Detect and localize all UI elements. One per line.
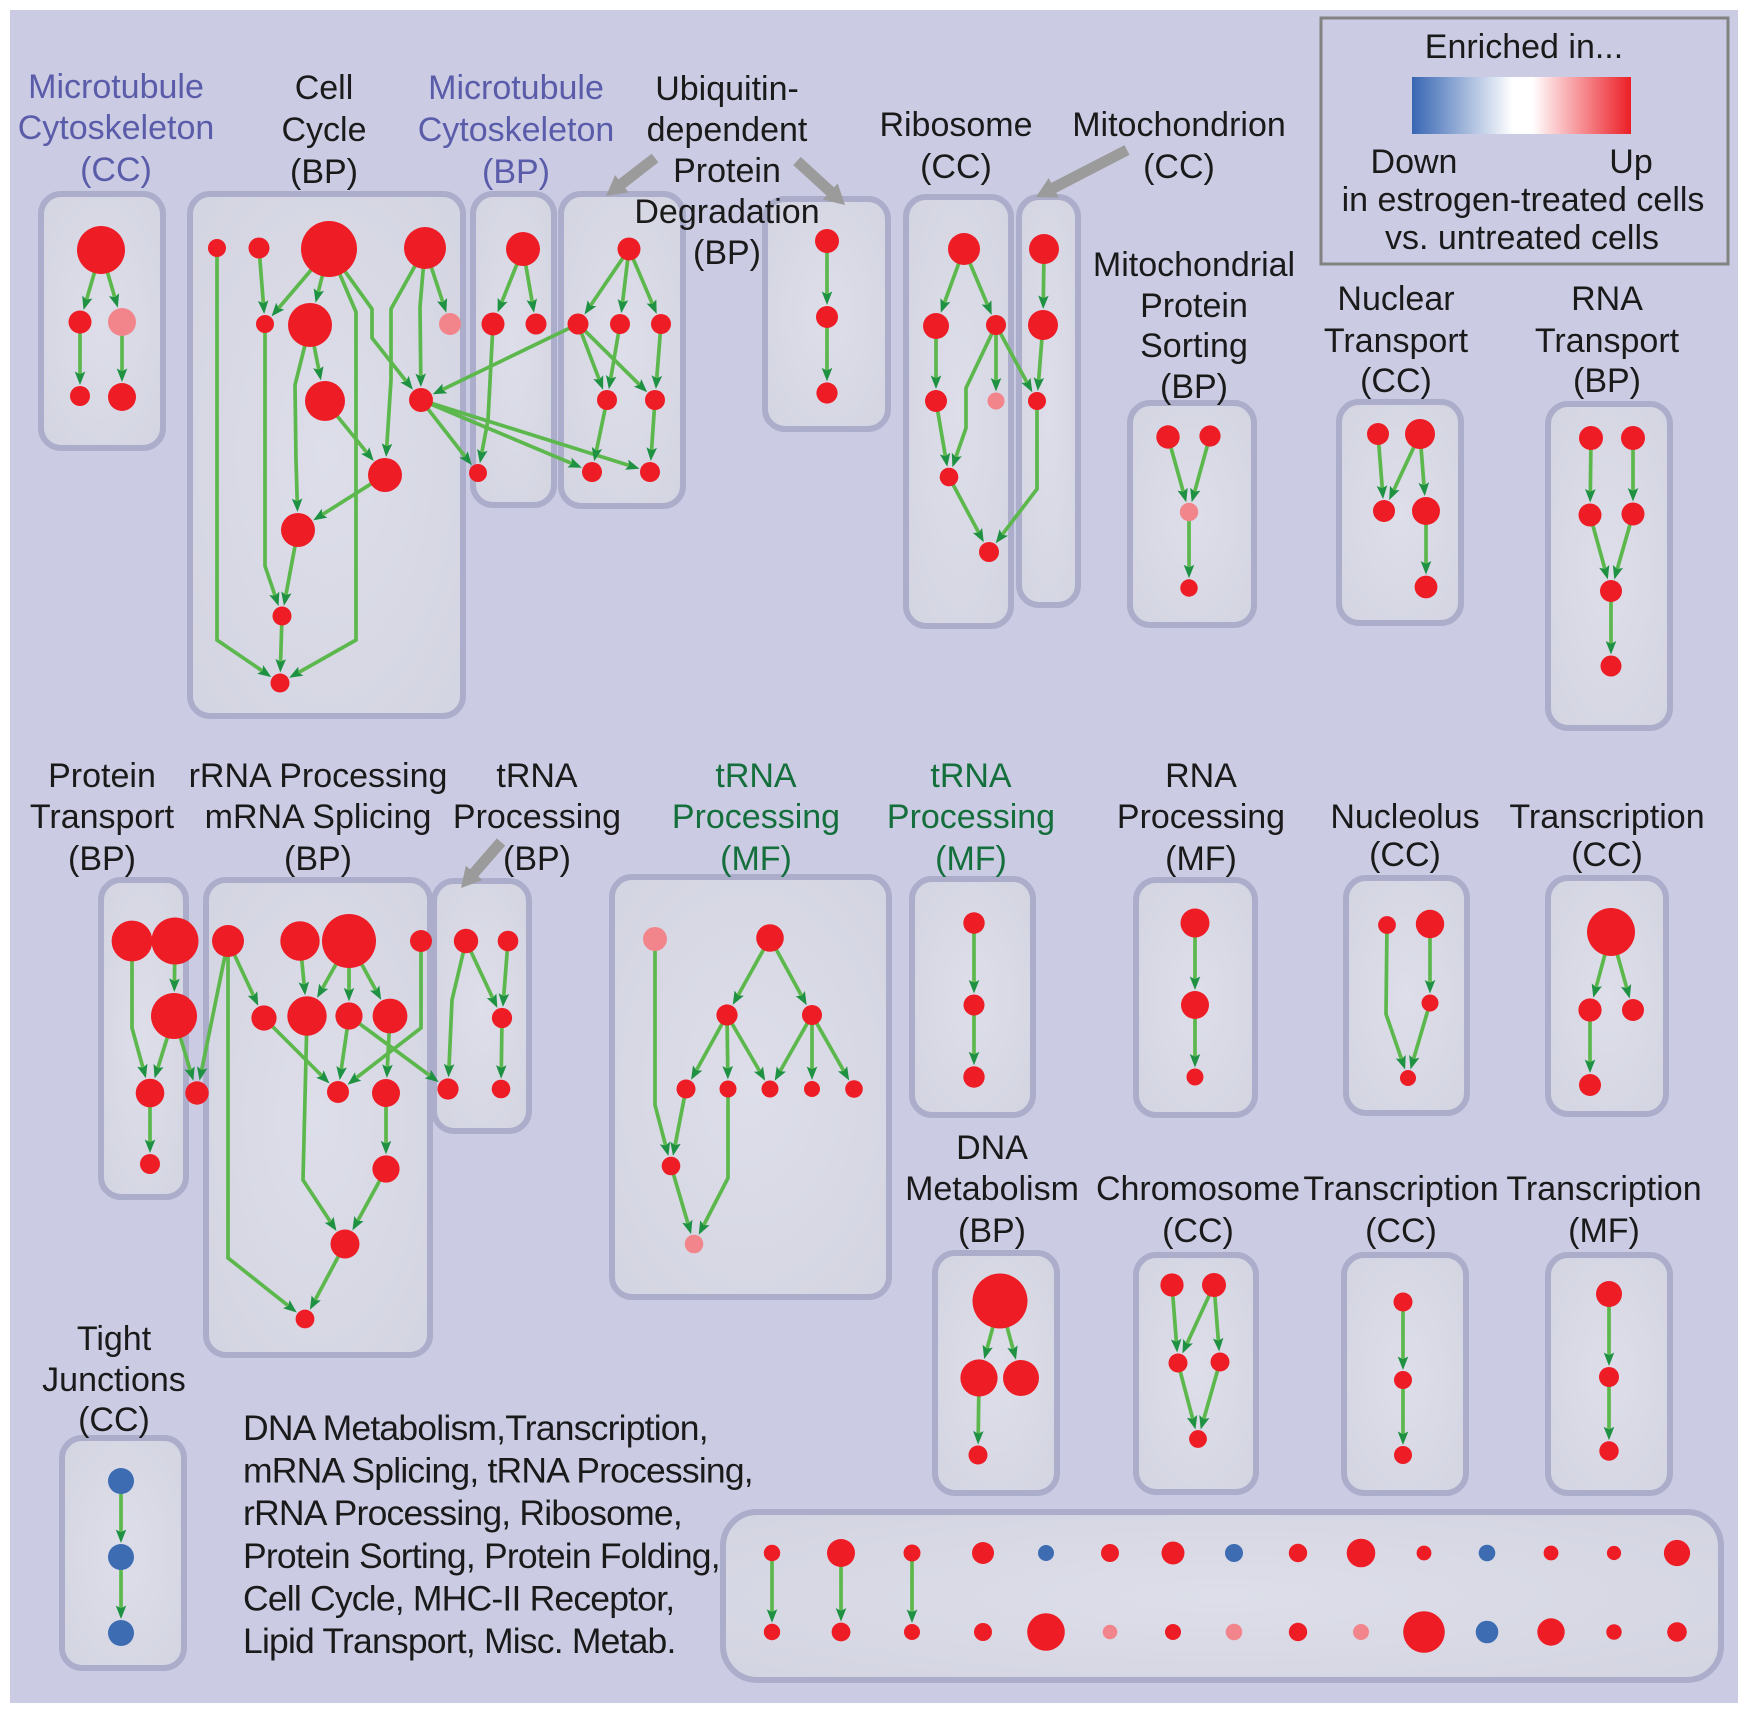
svg-text:Protein Sorting, Protein Foldi: Protein Sorting, Protein Folding, xyxy=(243,1536,720,1576)
svg-text:(MF): (MF) xyxy=(1568,1212,1640,1250)
svg-text:Cell Cycle, MHC-II Receptor,: Cell Cycle, MHC-II Receptor, xyxy=(243,1578,674,1618)
svg-text:RNA: RNA xyxy=(1165,757,1237,795)
svg-text:tRNA: tRNA xyxy=(496,757,578,795)
svg-text:vs. untreated cells: vs. untreated cells xyxy=(1385,219,1659,257)
svg-text:Transcription: Transcription xyxy=(1506,1170,1701,1208)
svg-text:Cell: Cell xyxy=(295,69,354,107)
svg-text:Nuclear: Nuclear xyxy=(1337,280,1454,318)
svg-text:Processing: Processing xyxy=(672,798,840,836)
svg-text:(BP): (BP) xyxy=(284,840,352,878)
svg-text:(CC): (CC) xyxy=(1365,1212,1437,1250)
svg-text:Down: Down xyxy=(1371,143,1458,181)
svg-text:mRNA Splicing: mRNA Splicing xyxy=(205,798,432,836)
svg-text:(CC): (CC) xyxy=(1360,362,1432,400)
svg-text:Transport: Transport xyxy=(1535,322,1680,360)
svg-text:(CC): (CC) xyxy=(1162,1212,1234,1250)
svg-text:Cycle: Cycle xyxy=(281,111,366,149)
svg-text:Junctions: Junctions xyxy=(42,1361,186,1399)
svg-text:rRNA Processing: rRNA Processing xyxy=(189,757,448,795)
svg-text:Processing: Processing xyxy=(1117,798,1285,836)
svg-text:(CC): (CC) xyxy=(1571,836,1643,874)
svg-text:(BP): (BP) xyxy=(1573,362,1641,400)
svg-text:(BP): (BP) xyxy=(1160,368,1228,406)
svg-text:(BP): (BP) xyxy=(290,153,358,191)
svg-text:(CC): (CC) xyxy=(1143,148,1215,186)
svg-text:(BP): (BP) xyxy=(68,840,136,878)
svg-text:(MF): (MF) xyxy=(1165,840,1237,878)
svg-text:Protein: Protein xyxy=(48,757,156,795)
svg-text:Cytoskeleton: Cytoskeleton xyxy=(418,111,615,149)
svg-text:(CC): (CC) xyxy=(920,148,992,186)
svg-text:Protein: Protein xyxy=(1140,287,1248,325)
svg-text:(BP): (BP) xyxy=(482,153,550,191)
svg-text:Up: Up xyxy=(1609,143,1652,181)
svg-text:Ribosome: Ribosome xyxy=(879,106,1032,144)
svg-text:Degradation: Degradation xyxy=(634,193,819,231)
svg-text:Mitochondrion: Mitochondrion xyxy=(1072,106,1286,144)
svg-text:DNA: DNA xyxy=(956,1129,1028,1167)
svg-text:Lipid Transport, Misc. Metab.: Lipid Transport, Misc. Metab. xyxy=(243,1621,676,1661)
svg-text:Cytoskeleton: Cytoskeleton xyxy=(18,109,215,147)
svg-text:(MF): (MF) xyxy=(935,840,1007,878)
svg-text:Ubiquitin-: Ubiquitin- xyxy=(655,70,799,108)
svg-text:Processing: Processing xyxy=(453,798,621,836)
svg-text:Microtubule: Microtubule xyxy=(428,69,604,107)
svg-text:Transcription: Transcription xyxy=(1509,798,1704,836)
svg-text:Transport: Transport xyxy=(1324,322,1469,360)
svg-text:Microtubule: Microtubule xyxy=(28,68,204,106)
svg-text:RNA: RNA xyxy=(1571,280,1643,318)
svg-text:tRNA: tRNA xyxy=(930,757,1012,795)
svg-text:rRNA Processing, Ribosome,: rRNA Processing, Ribosome, xyxy=(243,1493,682,1533)
svg-text:dependent: dependent xyxy=(647,111,808,149)
svg-text:Transcription: Transcription xyxy=(1303,1170,1498,1208)
svg-text:Metabolism: Metabolism xyxy=(905,1170,1079,1208)
svg-text:Protein: Protein xyxy=(673,152,781,190)
svg-text:Chromosome: Chromosome xyxy=(1096,1170,1300,1208)
svg-text:Sorting: Sorting xyxy=(1140,327,1248,365)
svg-text:(BP): (BP) xyxy=(503,840,571,878)
svg-text:(BP): (BP) xyxy=(958,1212,1026,1250)
svg-text:(CC): (CC) xyxy=(78,1401,150,1439)
svg-text:Tight: Tight xyxy=(77,1320,152,1358)
svg-text:mRNA Splicing, tRNA Processing: mRNA Splicing, tRNA Processing, xyxy=(243,1451,753,1491)
svg-text:DNA Metabolism,Transcription,: DNA Metabolism,Transcription, xyxy=(243,1408,708,1448)
svg-text:Transport: Transport xyxy=(30,798,175,836)
svg-text:Mitochondrial: Mitochondrial xyxy=(1093,246,1295,284)
svg-text:(CC): (CC) xyxy=(80,151,152,189)
svg-text:(BP): (BP) xyxy=(693,234,761,272)
svg-text:(MF): (MF) xyxy=(720,840,792,878)
svg-text:Enriched in...: Enriched in... xyxy=(1425,28,1623,66)
svg-text:Processing: Processing xyxy=(887,798,1055,836)
svg-text:in estrogen-treated cells: in estrogen-treated cells xyxy=(1342,181,1705,219)
svg-text:tRNA: tRNA xyxy=(715,757,797,795)
svg-text:Nucleolus: Nucleolus xyxy=(1330,798,1479,836)
svg-text:(CC): (CC) xyxy=(1369,836,1441,874)
